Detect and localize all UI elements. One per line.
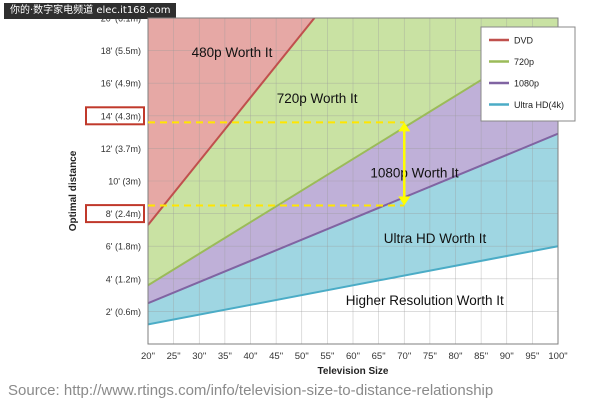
x-tick-label: 90" xyxy=(500,351,514,362)
watermark: 你的·数字家电频道 elec.it168.com xyxy=(4,3,177,19)
arrow-head-down xyxy=(398,196,411,206)
y-tick-label: 6' (1.8m) xyxy=(106,242,141,252)
x-tick-label: 45" xyxy=(269,351,283,362)
region-label: 480p Worth It xyxy=(192,45,273,60)
source-caption: Source: http://www.rtings.com/info/telev… xyxy=(8,382,494,399)
x-tick-label: 65" xyxy=(372,351,386,362)
region-label: 1080p Worth It xyxy=(370,166,459,181)
series-line-ultra-hd-4k- xyxy=(148,245,558,326)
legend-label: 720p xyxy=(514,57,534,67)
distance-chart: 480p Worth It 720p Worth It 1080p Worth It… xyxy=(68,14,576,377)
y-tick-label: 14' (4.3m) xyxy=(101,111,141,121)
legend-label: 1080p xyxy=(514,79,539,89)
y-tick-label: 4' (1.2m) xyxy=(106,274,141,284)
x-tick-label: 30" xyxy=(192,351,206,362)
y-tick-label: 20' (6.1m) xyxy=(101,14,141,24)
y-tick-label: 10' (3m) xyxy=(108,177,141,187)
x-axis-title: Television Size xyxy=(318,366,389,377)
y-tick-label: 8' (2.4m) xyxy=(106,209,141,219)
x-tick-label: 50" xyxy=(295,351,309,362)
region-label: Higher Resolution Worth It xyxy=(346,293,504,308)
x-tick-label: 80" xyxy=(449,351,463,362)
plot-border xyxy=(147,17,559,345)
y-tick-label: 18' (5.5m) xyxy=(101,46,141,56)
x-tick-label: 55" xyxy=(320,351,334,362)
x-tick-label: 35" xyxy=(218,351,232,362)
legend-label: Ultra HD(4k) xyxy=(514,100,564,110)
legend-label: DVD xyxy=(514,36,534,46)
x-tick-label: 70" xyxy=(397,351,411,362)
region-label: Ultra HD Worth It xyxy=(384,231,487,246)
y-tick-label: 2' (0.6m) xyxy=(106,307,141,317)
tick-highlight-box xyxy=(85,204,145,224)
x-tick-label: 95" xyxy=(525,351,539,362)
y-tick-label: 16' (4.9m) xyxy=(101,79,141,89)
y-axis-title: Optimal distance xyxy=(68,150,79,231)
series-line-dvd xyxy=(148,18,316,226)
x-tick-label: 25" xyxy=(167,351,181,362)
x-tick-label: 40" xyxy=(244,351,258,362)
y-tick-label: 12' (3.7m) xyxy=(101,144,141,154)
tick-highlight-box xyxy=(85,106,145,126)
region-label: 720p Worth It xyxy=(277,91,358,106)
x-tick-label: 75" xyxy=(423,351,437,362)
series-line-1080p xyxy=(148,132,558,305)
arrow-head-up xyxy=(398,122,411,132)
x-tick-label: 100" xyxy=(548,351,567,362)
x-tick-label: 60" xyxy=(346,351,360,362)
x-tick-label: 20" xyxy=(141,351,155,362)
x-tick-label: 85" xyxy=(474,351,488,362)
